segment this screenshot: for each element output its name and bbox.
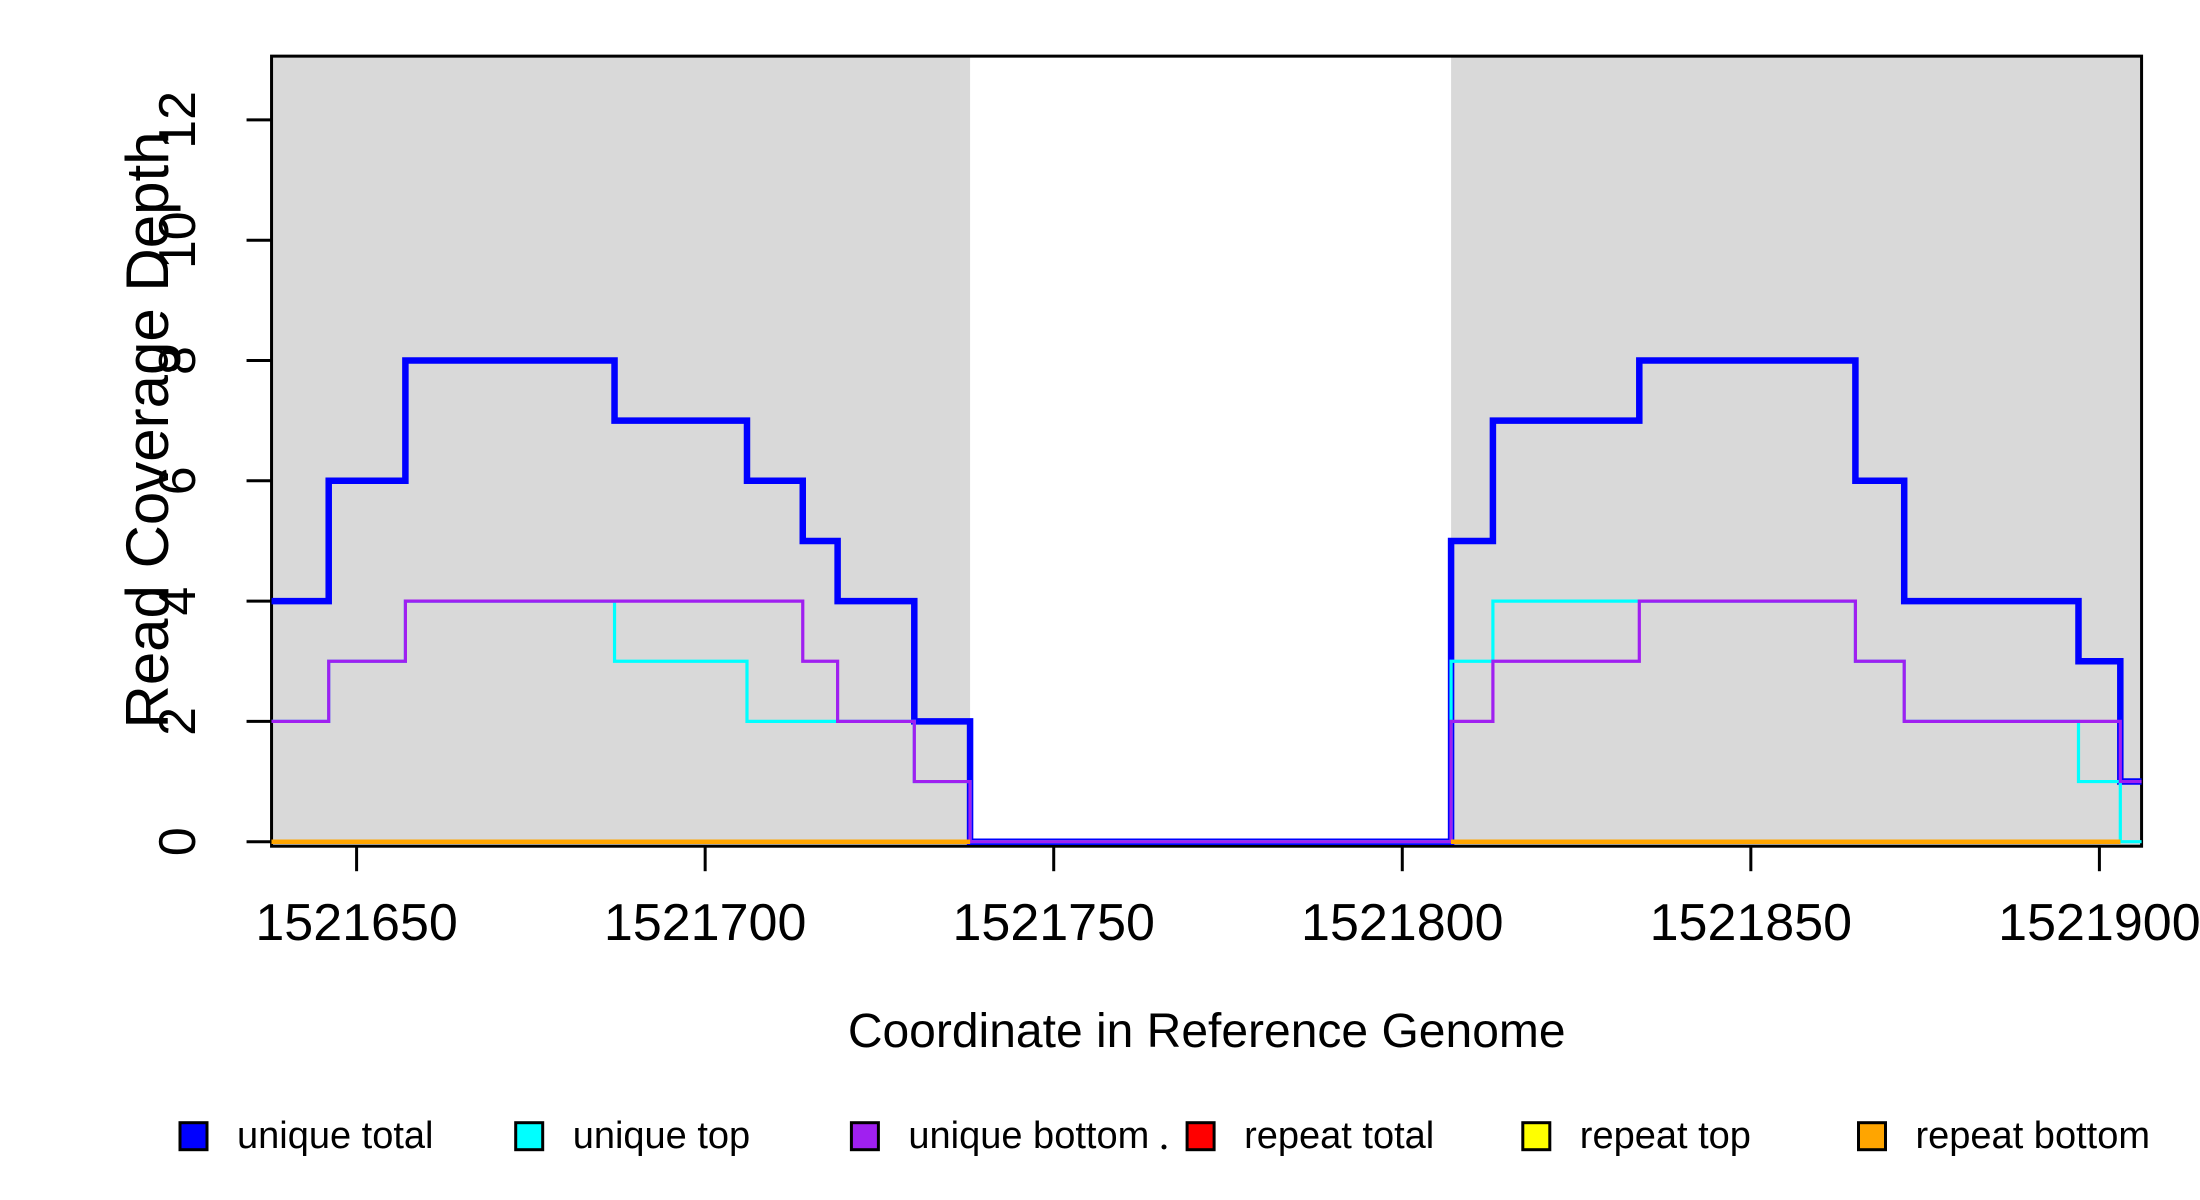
x-axis-group: 1521650 1521700 1521750 1521800 1521850 15219…: [255, 846, 2200, 952]
y-tick-label-12: 12: [149, 91, 207, 149]
legend-swatch-unique-bottom: [849, 1121, 880, 1152]
y-tick-label-0: 0: [149, 827, 207, 856]
x-tick-label-1521650: 1521650: [255, 894, 457, 952]
legend-item-repeat-total: repeat total: [1185, 1115, 1434, 1157]
legend-item-repeat-top: repeat top: [1521, 1115, 1751, 1157]
stray-dot: [1161, 1144, 1167, 1150]
legend-label-unique-total: unique total: [237, 1115, 434, 1157]
x-tick-label-1521850: 1521850: [1650, 894, 1852, 952]
legend-label-unique-bottom: unique bottom: [908, 1115, 1149, 1157]
plot-box-border: [270, 54, 2144, 848]
x-axis-title: Coordinate in Reference Genome: [848, 1005, 1566, 1058]
x-tick-label-1521700: 1521700: [604, 894, 806, 952]
legend-swatch-unique-top: [514, 1121, 545, 1152]
legend-label-repeat-bottom: repeat bottom: [1916, 1115, 2150, 1157]
y-tick-label-6: 6: [149, 466, 207, 495]
legend-item-unique-total: unique total: [178, 1115, 434, 1157]
legend-swatch-repeat-total: [1185, 1121, 1216, 1152]
legend-swatch-unique-total: [178, 1121, 209, 1152]
legend-group: unique total unique top unique bottom repea…: [178, 1115, 2150, 1157]
legend-label-repeat-total: repeat total: [1244, 1115, 1434, 1157]
legend-swatch-repeat-top: [1521, 1121, 1552, 1152]
legend-label-repeat-top: repeat top: [1580, 1115, 1751, 1157]
legend-item-unique-top: unique top: [514, 1115, 751, 1157]
y-tick-label-4: 4: [149, 587, 207, 616]
legend-item-repeat-bottom: repeat bottom: [1857, 1115, 2150, 1157]
y-tick-label-2: 2: [149, 707, 207, 736]
y-axis-title: Read Coverage Depth: [114, 131, 181, 728]
x-tick-label-1521900: 1521900: [1998, 894, 2200, 952]
read-block-2-rect: [1451, 56, 2142, 847]
shaded-regions-group: [271, 56, 2142, 847]
x-tick-label-1521750: 1521750: [952, 894, 1154, 952]
series-line-unique-bottom: [271, 599, 2142, 844]
read-block-1-rect: [271, 56, 971, 847]
y-tick-label-10: 10: [149, 211, 207, 269]
x-tick-label-1521800: 1521800: [1301, 894, 1503, 952]
y-tick-label-8: 8: [149, 346, 207, 375]
legend-swatch-repeat-bottom: [1857, 1121, 1887, 1152]
legend-label-unique-top: unique top: [573, 1115, 751, 1157]
series-lines-group: [271, 357, 2142, 845]
plot-box-group: [270, 54, 2144, 848]
legend-item-unique-bottom: unique bottom: [849, 1115, 1149, 1157]
y-axis-group: 0 2 4 6 8 10 12: [149, 91, 272, 856]
